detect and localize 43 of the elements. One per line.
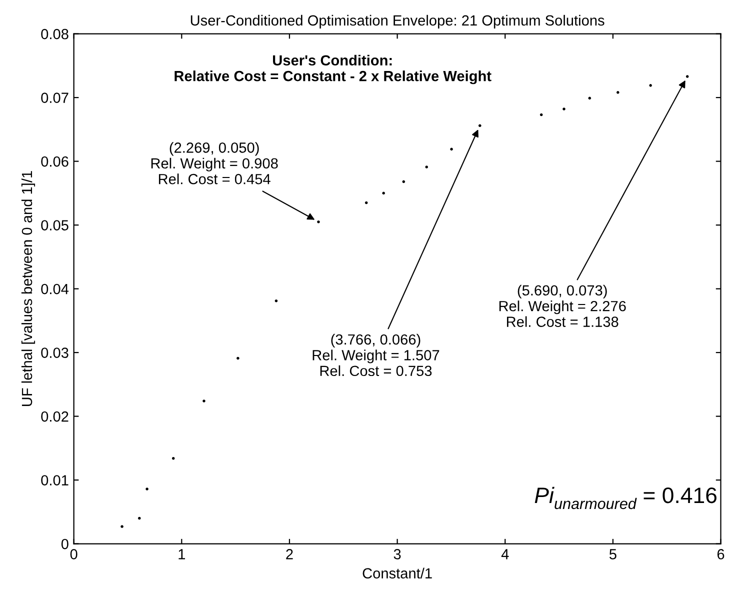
- point: [649, 84, 652, 87]
- annotation: User's Condition: Relative Cost = Constant - 2 x Relative Weight: [174, 54, 492, 84]
- chart-title: User-Conditioned Optimisation Envelope: 21 Optimum Solutions: [190, 14, 604, 28]
- x-tick-label: 2: [286, 549, 293, 560]
- y-axis-title: UF lethal [values between 0 and 1]/1: [21, 171, 36, 406]
- point: [478, 124, 482, 127]
- point: [274, 300, 278, 302]
- point: [120, 525, 124, 528]
- x-tick-label: 6: [717, 549, 724, 560]
- x-tick-label: 1: [178, 549, 185, 560]
- y-tick-label: 0.06: [41, 156, 68, 167]
- x-tick-label: 0: [70, 549, 78, 560]
- point: [562, 108, 566, 110]
- point: [138, 516, 141, 520]
- annotation: (5.690, 0.073) Rel. Weight = 2.276 Rel. Cost = 1.138: [499, 284, 626, 327]
- y-tick-label: 0.04: [41, 284, 69, 294]
- y-tick-label: 0.03: [41, 348, 68, 358]
- point: [402, 180, 406, 184]
- annotation: (3.766, 0.066) Rel. Weight = 1.507 Rel. Cost = 0.753: [312, 334, 440, 376]
- point: [686, 75, 689, 78]
- point: [588, 96, 592, 100]
- point: [616, 91, 620, 94]
- y-tick-label: 0: [61, 538, 68, 550]
- point: [540, 113, 543, 116]
- x-tick-label: 4: [501, 549, 509, 560]
- y-tick-label: 0.08: [41, 28, 68, 40]
- point: [317, 220, 320, 224]
- point: [425, 166, 428, 168]
- x-axis-title: Constant/1: [362, 568, 432, 579]
- point: [172, 456, 175, 460]
- y-tick-label: 0.05: [41, 220, 68, 230]
- point: [364, 201, 368, 204]
- annotation: (2.269, 0.050) Rel. Weight = 0.908 Rel. Cost = 0.454: [151, 142, 278, 184]
- point: [146, 488, 148, 490]
- point: [202, 400, 206, 402]
- x-tick-label: 3: [394, 549, 401, 560]
- point: [236, 356, 240, 360]
- y-tick-label: 0.07: [41, 92, 68, 103]
- point: [382, 192, 385, 195]
- y-tick-label: 0.02: [41, 411, 68, 422]
- x-tick-label: 5: [609, 549, 616, 560]
- point: [450, 148, 453, 151]
- y-tick-label: 0.01: [41, 475, 68, 486]
